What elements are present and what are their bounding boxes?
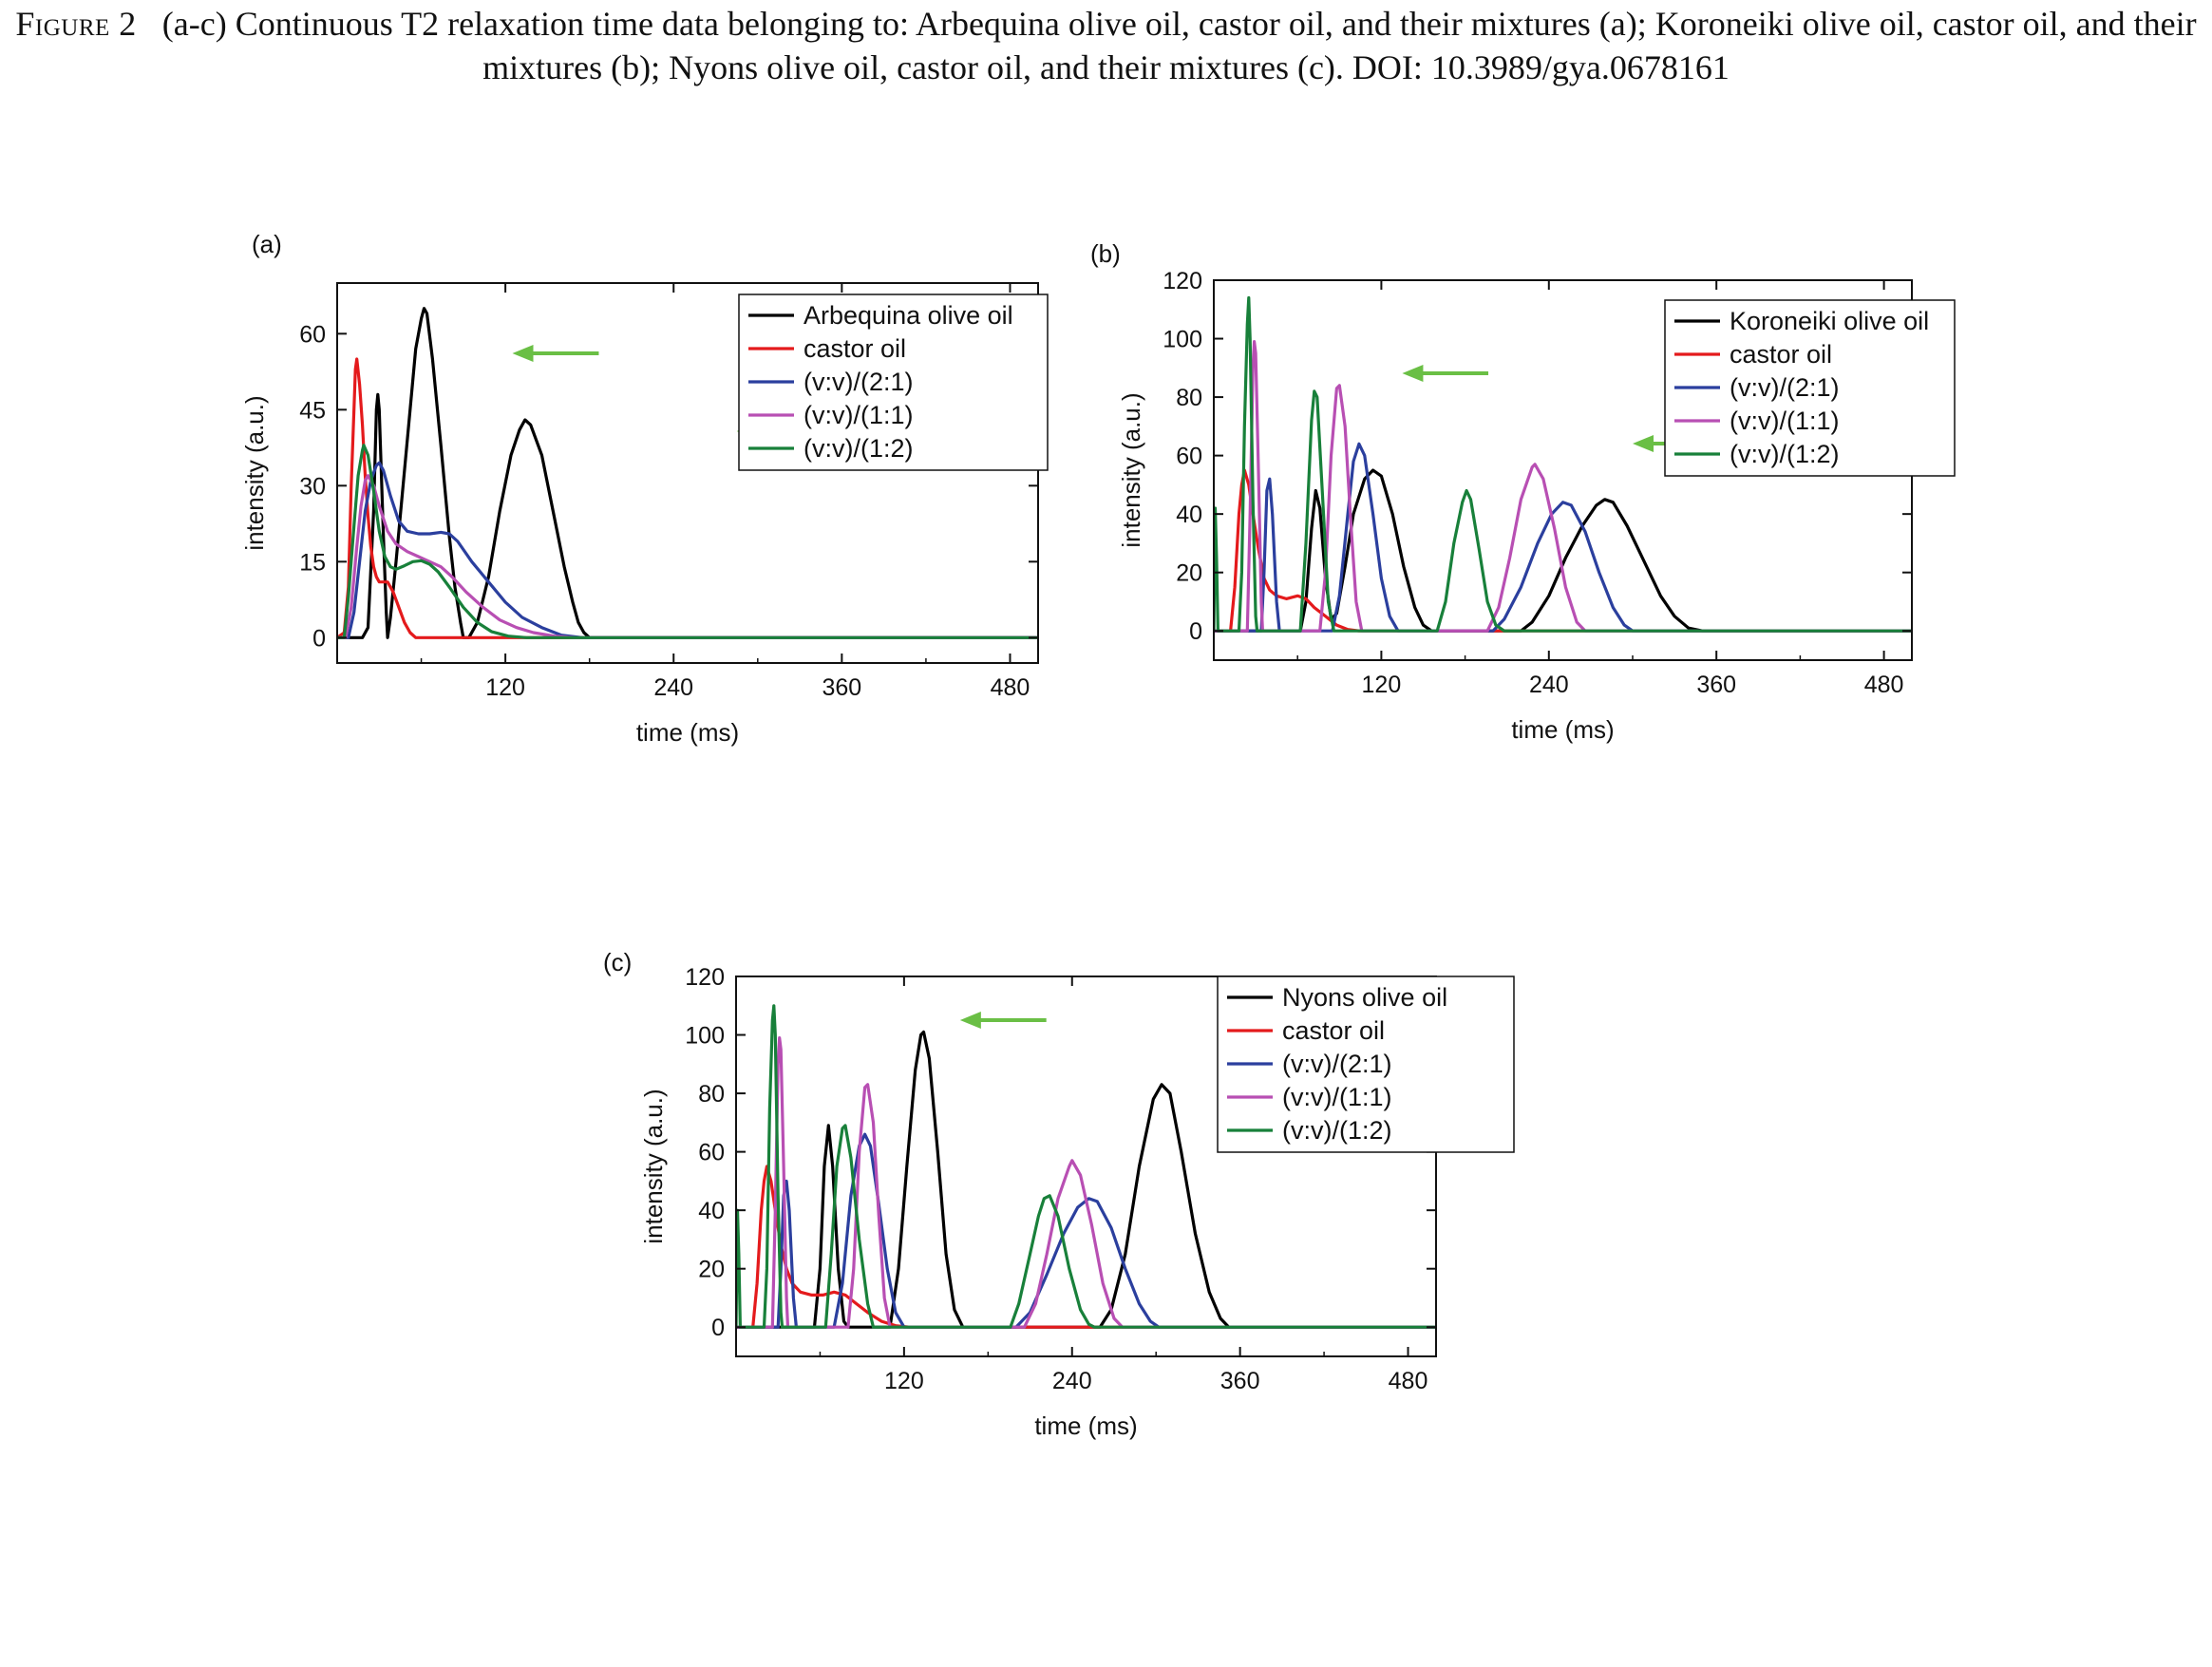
series-line-1 [337,307,1038,639]
panel-label: (a) [252,230,282,258]
x-axis-label: time (ms) [1034,1411,1137,1440]
series-line-4 [337,474,1038,639]
series-line-4 [736,1036,1436,1329]
y-axis-label: intensity (a.u.) [240,395,269,550]
x-tick-label: 480 [991,674,1030,701]
shift-arrow-icon [959,1012,1047,1029]
y-tick-label: 120 [1163,268,1202,294]
legend-entry: (v:v)/(1:1) [804,401,914,429]
y-tick-label: 0 [711,1315,725,1341]
legend-entry: Arbequina olive oil [804,301,1013,330]
legend-entry: (v:v)/(1:1) [1282,1083,1392,1111]
y-tick-label: 100 [685,1023,725,1050]
series-line-2 [337,357,1038,639]
plot-frame [735,976,1437,1357]
caption-text: (a-c) Continuous T2 relaxation time data… [161,5,2197,86]
x-tick-label: 240 [1529,672,1569,698]
x-tick-label: 240 [1052,1368,1092,1394]
series-line-2 [736,1165,1436,1329]
x-axis-label: time (ms) [636,718,739,747]
y-tick-label: 0 [1189,618,1202,645]
shift-arrow-icon [512,345,599,362]
y-tick-label: 60 [698,1140,725,1166]
series-line-4 [1214,340,1912,633]
y-tick-label: 20 [698,1257,725,1283]
y-axis-label: intensity (a.u.) [1117,392,1145,547]
chart-panel-c: (c) 120 240 360 480 0 20 40 60 80 100 120 time (ms) i… [603,948,1515,1440]
y-tick-label: 80 [698,1081,725,1108]
y-tick-label: 20 [1176,560,1202,587]
y-tick-label: 30 [299,473,326,500]
chart-panel-b: (b) 120 240 360 480 0 20 40 60 80 100 120 time (ms) i… [1090,239,1956,744]
x-tick-label: 120 [485,674,525,701]
legend-entry: castor oil [804,334,906,363]
legend-entry: (v:v)/(2:1) [804,368,914,396]
plot-frame [336,282,1039,664]
chart-panel-a: (a) 120 240 360 480 0 15 30 45 60 time (ms) intensi… [240,230,1049,747]
legend-entry: castor oil [1282,1016,1385,1045]
series-line-3 [1214,442,1912,633]
series-line-5 [1214,295,1912,633]
legend: Arbequina olive oil castor oil (v:v)/(2:1)… [738,294,1049,471]
legend-entry: (v:v)/(1:1) [1730,407,1840,435]
x-tick-label: 480 [1864,672,1904,698]
legend-entry: castor oil [1730,340,1832,369]
y-tick-label: 80 [1176,385,1202,411]
x-tick-label: 120 [1362,672,1402,698]
series-line-2 [1214,468,1912,633]
series-group [736,1004,1436,1329]
series-group [1214,295,1912,633]
series-line-3 [736,1132,1436,1329]
caption-lead: Figure 2 [15,5,137,43]
legend-entry: Koroneiki olive oil [1730,307,1929,335]
legend-entry: (v:v)/(1:2) [1282,1116,1392,1145]
x-tick-label: 360 [1696,672,1736,698]
legend: Koroneiki olive oil castor oil (v:v)/(2:1)… [1664,299,1956,477]
x-tick-label: 360 [1220,1368,1260,1394]
x-tick-label: 240 [653,674,693,701]
series-line-1 [1214,468,1912,633]
y-tick-label: 40 [1176,502,1202,528]
series-line-5 [736,1004,1436,1329]
shift-arrow-icon [1402,365,1489,382]
x-axis-label: time (ms) [1511,715,1614,744]
x-tick-label: 480 [1389,1368,1428,1394]
legend-entry: (v:v)/(2:1) [1730,373,1840,402]
y-tick-label: 45 [299,397,326,424]
series-line-3 [337,461,1038,639]
y-tick-label: 0 [312,625,326,652]
legend-entry: (v:v)/(2:1) [1282,1050,1392,1078]
legend: Nyons olive oil castor oil (v:v)/(2:1) (v:v… [1217,976,1515,1153]
x-tick-label: 360 [822,674,862,701]
y-tick-label: 100 [1163,327,1202,353]
y-tick-label: 40 [698,1198,725,1224]
x-tick-label: 120 [884,1368,924,1394]
series-line-5 [337,444,1038,639]
panel-label: (b) [1090,239,1121,268]
y-tick-label: 60 [1176,444,1202,470]
panel-label: (c) [603,948,632,976]
y-tick-label: 15 [299,549,326,576]
series-group [337,307,1038,639]
legend-entry: (v:v)/(1:2) [1730,440,1840,468]
y-tick-label: 120 [685,964,725,991]
legend-entry: Nyons olive oil [1282,983,1447,1012]
legend-entry: (v:v)/(1:2) [804,434,914,463]
y-tick-label: 60 [299,321,326,348]
y-axis-label: intensity (a.u.) [639,1089,668,1243]
figure-caption: Figure 2 (a-c) Continuous T2 relaxation … [0,0,2212,89]
